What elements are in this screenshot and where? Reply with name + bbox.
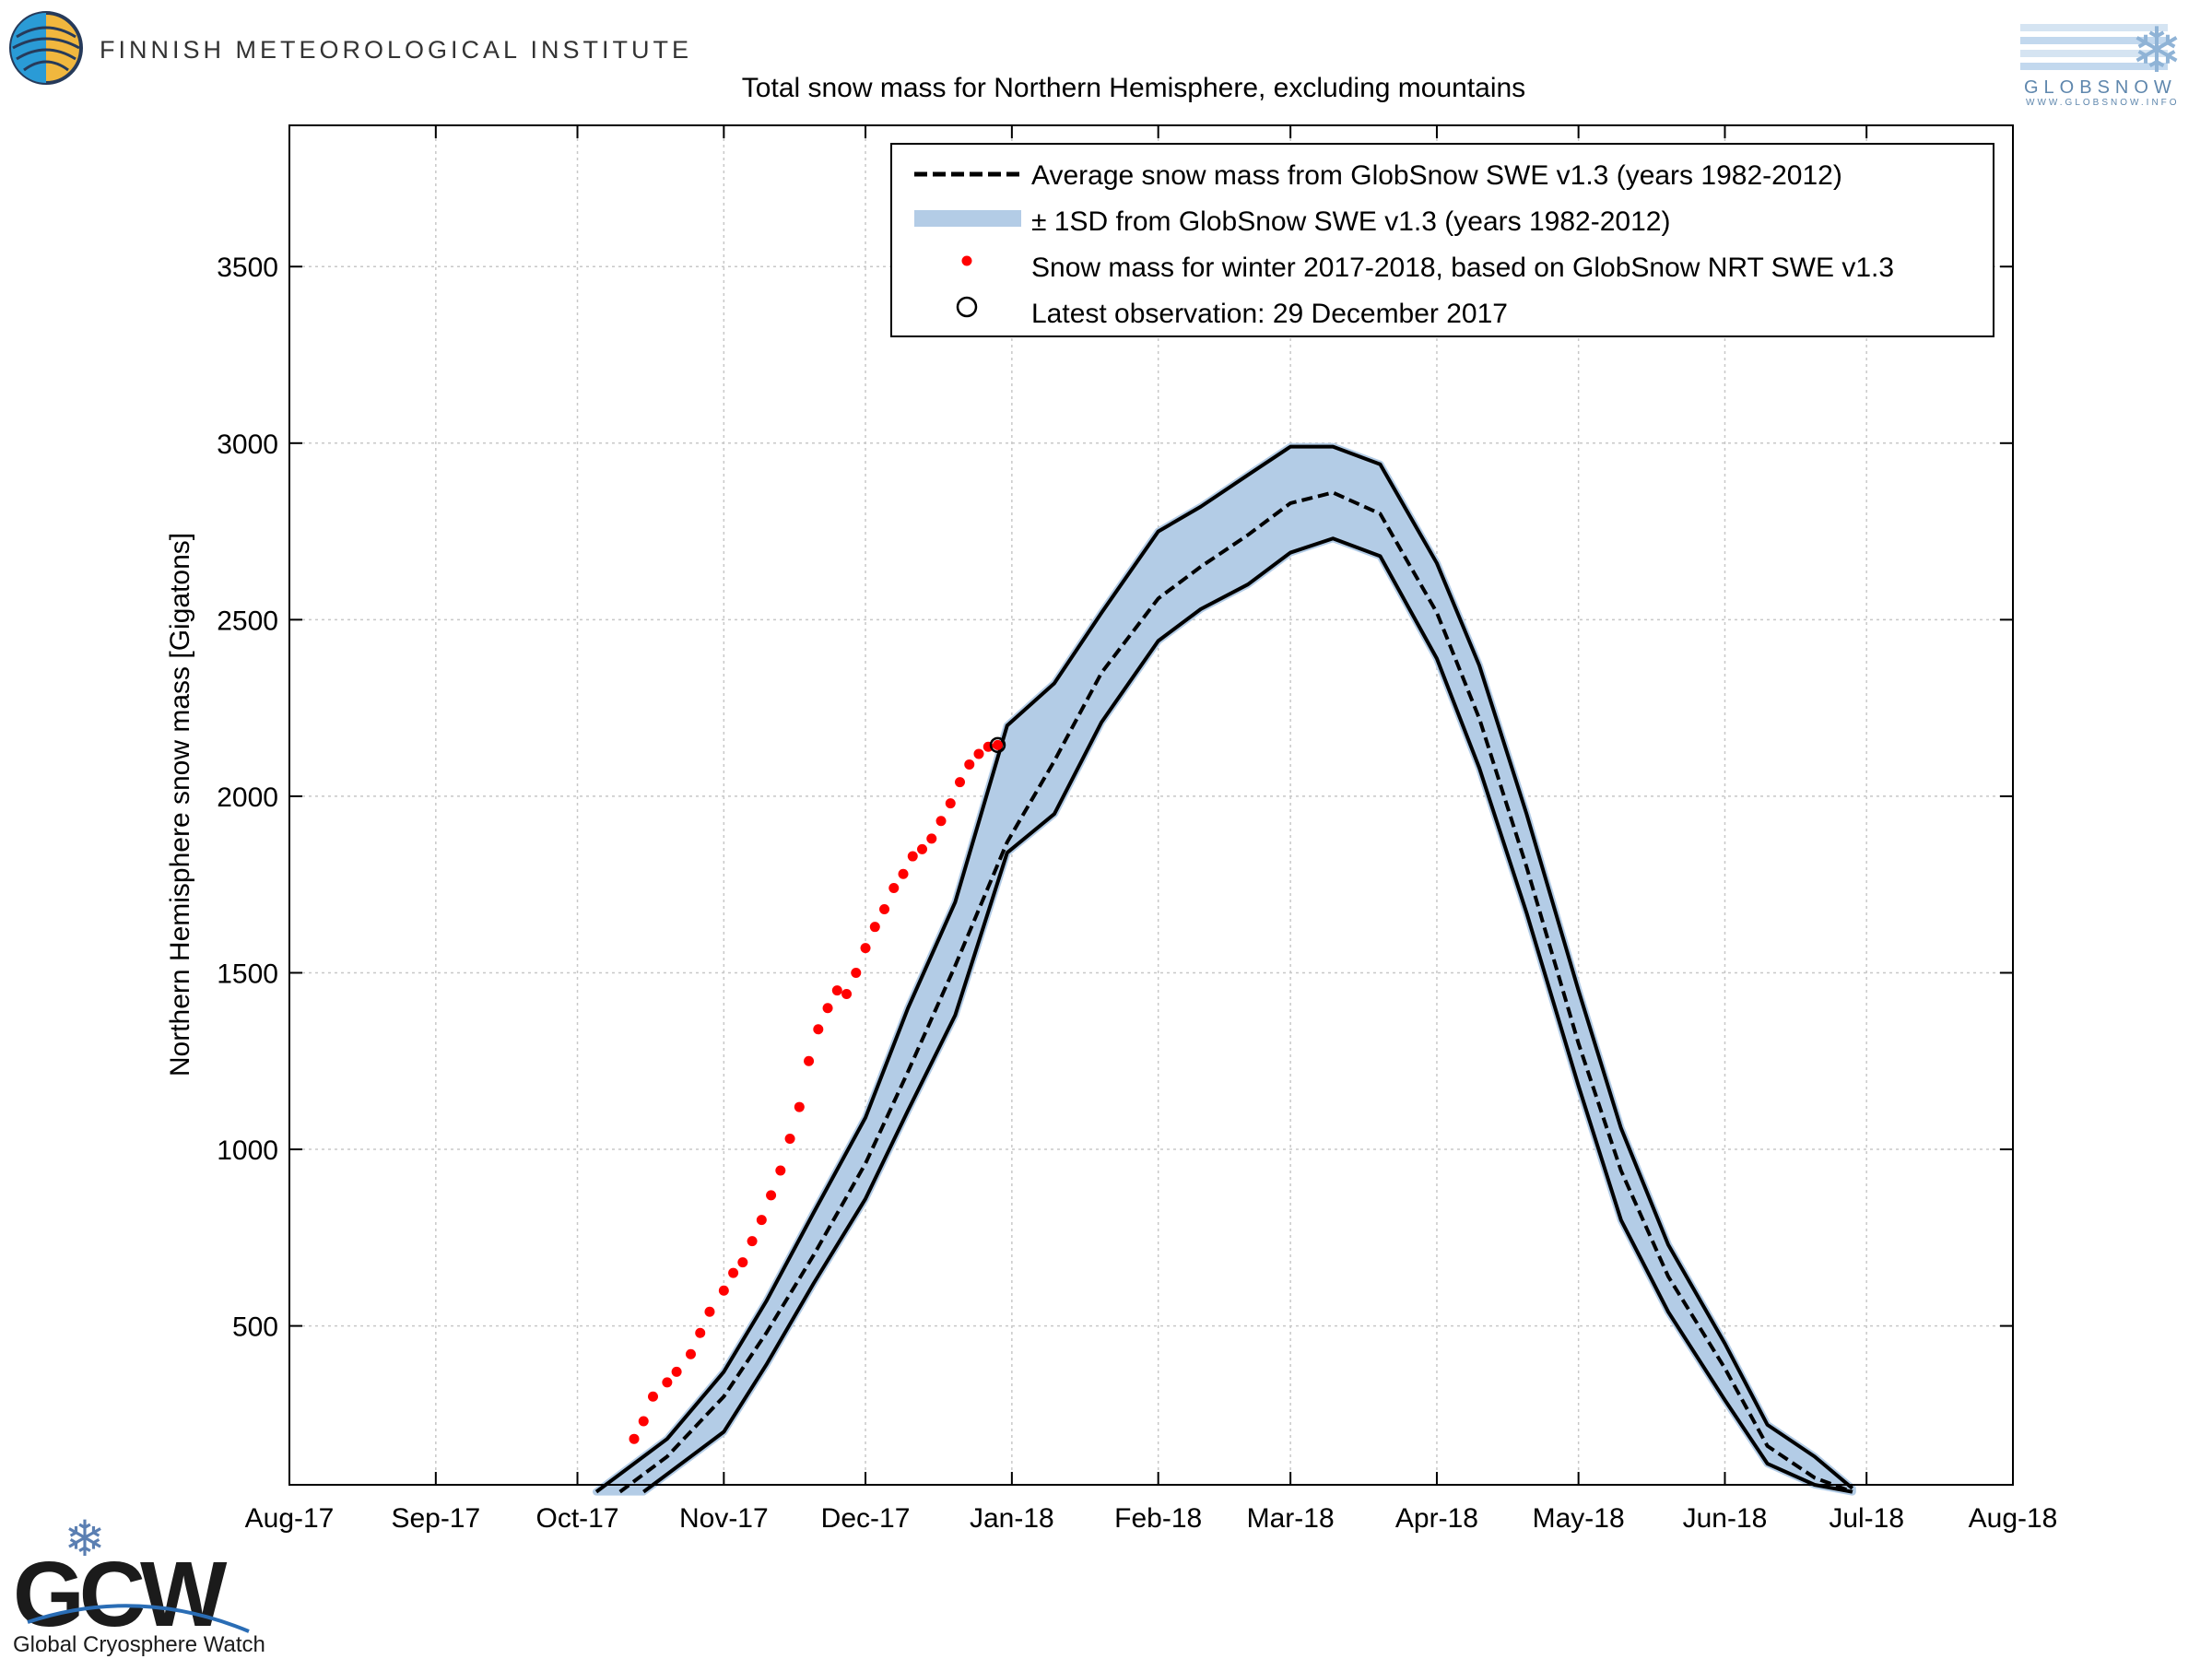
observation-point xyxy=(945,798,956,809)
legend-mean-label: Average snow mass from GlobSnow SWE v1.3… xyxy=(1031,160,1842,191)
legend-observation-label: Snow mass for winter 2017-2018, based on… xyxy=(1031,253,1894,283)
observation-point xyxy=(784,1134,795,1145)
observation-point xyxy=(926,833,937,844)
legend: Average snow mass from GlobSnow SWE v1.3… xyxy=(890,143,1994,337)
observation-point xyxy=(718,1285,729,1296)
x-tick-label: Oct-17 xyxy=(536,1503,619,1534)
chart-title: Total snow mass for Northern Hemisphere,… xyxy=(742,73,1525,103)
x-tick-label: Jun-18 xyxy=(1683,1503,1768,1534)
observation-point xyxy=(695,1327,706,1338)
y-tick-label: 2000 xyxy=(217,782,278,813)
snowflake-icon: ❄ xyxy=(2131,15,2183,88)
y-tick-label: 500 xyxy=(232,1312,278,1343)
x-tick-label: Aug-18 xyxy=(1969,1503,2058,1534)
observation-point xyxy=(841,988,853,999)
fmi-logo: FINNISH METEOROLOGICAL INSTITUTE xyxy=(9,11,692,85)
x-tick-label: Aug-17 xyxy=(245,1503,335,1534)
x-tick-label: Jan-18 xyxy=(970,1503,1054,1534)
observation-point xyxy=(704,1306,715,1317)
observation-point xyxy=(671,1366,682,1377)
observation-point xyxy=(955,777,966,788)
observation-point xyxy=(869,922,880,933)
y-tick-label: 1500 xyxy=(217,959,278,989)
globsnow-bar xyxy=(2020,63,2168,70)
globsnow-logo-text: GLOBSNOW xyxy=(2024,77,2177,98)
x-tick-label: May-18 xyxy=(1533,1503,1625,1534)
observation-point xyxy=(907,851,918,862)
observation-point xyxy=(831,985,842,996)
observation-point xyxy=(647,1391,658,1402)
observation-point xyxy=(629,1433,640,1444)
y-tick-label: 3500 xyxy=(217,253,278,283)
globsnow-bar xyxy=(2020,24,2168,31)
observation-point xyxy=(766,1190,777,1201)
observation-point xyxy=(662,1377,673,1388)
globsnow-bar xyxy=(2020,37,2168,44)
x-tick-label: Mar-18 xyxy=(1247,1503,1335,1534)
globsnow-bar xyxy=(2020,50,2168,57)
ticks-layer: Aug-17 Sep-17 Oct-17 Nov-17 Dec-17 Jan-18 Feb-… xyxy=(217,125,2057,1534)
observation-point xyxy=(917,843,928,854)
observation-point xyxy=(756,1215,767,1226)
observation-point xyxy=(775,1165,786,1176)
observation-point xyxy=(935,816,947,827)
x-tick-label: Nov-17 xyxy=(679,1503,769,1534)
legend-band-swatch xyxy=(914,210,1021,227)
observation-point xyxy=(964,759,975,770)
y-tick-label: 1000 xyxy=(217,1135,278,1166)
grid xyxy=(289,125,2013,1485)
observation-point xyxy=(804,1055,815,1066)
legend-latest-label: Latest observation: 29 December 2017 xyxy=(1031,299,1508,329)
y-tick-label: 2500 xyxy=(217,606,278,636)
observation-point xyxy=(728,1267,739,1278)
fmi-logo-left-half-icon xyxy=(11,13,46,83)
observation-point xyxy=(813,1024,824,1035)
observation-point xyxy=(879,904,890,915)
y-tick-label: 3000 xyxy=(217,429,278,460)
gcw-logo-text: GCW xyxy=(13,1543,228,1646)
fmi-logo-waves-icon xyxy=(12,26,80,72)
observation-point xyxy=(685,1348,696,1359)
x-tick-label: Dec-17 xyxy=(821,1503,911,1534)
observation-point xyxy=(794,1101,805,1112)
snowflake-icon: ❄ xyxy=(64,1510,105,1568)
gcw-name: Global Cryosphere Watch xyxy=(13,1632,265,1657)
latest-observation-marker xyxy=(989,736,1006,754)
legend-band-label: ± 1SD from GlobSnow SWE v1.3 (years 1982… xyxy=(1031,206,1670,237)
y-axis-label: Northern Hemisphere snow mass [Gigatons] xyxy=(165,533,195,1077)
institute-name: FINNISH METEOROLOGICAL INSTITUTE xyxy=(100,36,692,64)
globsnow-logo: ❄ GLOBSNOW WWW.GLOBSNOW.INFO xyxy=(2020,15,2183,108)
globsnow-url: WWW.GLOBSNOW.INFO xyxy=(2026,98,2180,108)
lower-sd-line xyxy=(642,536,1853,1494)
observation-point xyxy=(638,1416,649,1427)
legend-observation-dot xyxy=(961,255,972,266)
observation-point xyxy=(888,883,900,894)
gcw-logo: ❄ GCW Global Cryosphere Watch xyxy=(13,1510,265,1657)
observations-layer xyxy=(629,736,1006,1444)
observation-point xyxy=(851,967,862,978)
x-tick-label: Feb-18 xyxy=(1114,1503,1202,1534)
x-tick-label: Apr-18 xyxy=(1395,1503,1478,1534)
observation-point xyxy=(822,1003,833,1014)
observation-point xyxy=(992,739,1003,750)
legend-box xyxy=(890,143,1994,337)
x-tick-label: Sep-17 xyxy=(391,1503,480,1534)
observation-point xyxy=(860,943,871,954)
plot-frame xyxy=(288,124,2014,1486)
observation-point xyxy=(898,868,909,879)
lines-layer xyxy=(594,444,1854,1494)
upper-sd-line xyxy=(594,444,1854,1494)
gcw-swoosh-icon xyxy=(27,1604,250,1633)
mean-line xyxy=(618,490,1853,1494)
observation-point xyxy=(973,748,984,759)
x-tick-label: Jul-18 xyxy=(1829,1503,1904,1534)
observation-point xyxy=(737,1257,748,1268)
observation-point xyxy=(747,1236,758,1247)
legend-latest-circle xyxy=(956,296,978,318)
